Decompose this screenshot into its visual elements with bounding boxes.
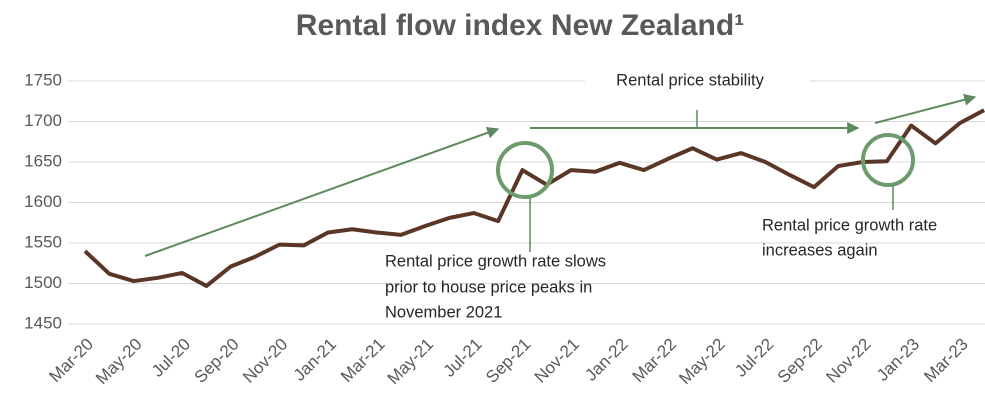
highlight-circle bbox=[861, 133, 915, 187]
x-tick-label: Mar-22 bbox=[629, 335, 681, 387]
chart-title: Rental flow index New Zealand¹ bbox=[296, 9, 744, 42]
x-tick-label: Sep-21 bbox=[482, 335, 534, 387]
x-tick-label: Mar-21 bbox=[337, 335, 389, 387]
annotation: Rental price stability bbox=[616, 71, 764, 89]
y-tick-label: 1650 bbox=[24, 151, 62, 170]
x-tick-label: Mar-20 bbox=[45, 335, 97, 387]
annotations: Rental price stability Rental price grow… bbox=[144, 68, 977, 321]
x-tick-label: Nov-20 bbox=[239, 335, 291, 387]
annotation: November 2021 bbox=[385, 303, 502, 321]
y-tick-label: 1700 bbox=[24, 111, 62, 130]
x-tick-label: Jan-22 bbox=[581, 335, 631, 385]
annotation: increases again bbox=[762, 241, 878, 259]
x-tick-label: Nov-22 bbox=[822, 335, 874, 387]
x-tick-label: Sep-22 bbox=[774, 335, 826, 387]
x-tick-label: May-22 bbox=[675, 335, 729, 389]
x-tick-label: May-20 bbox=[92, 335, 146, 389]
annotation: prior to house price peaks in bbox=[385, 278, 592, 296]
annotation: Rental price growth rate slows bbox=[385, 252, 606, 270]
x-tick-label: Mar-23 bbox=[920, 335, 972, 387]
label-bg bbox=[585, 68, 810, 94]
x-tick-label: Nov-21 bbox=[531, 335, 583, 387]
x-tick-label: Jan-21 bbox=[290, 335, 340, 385]
annotation: Rental price growth rate bbox=[762, 216, 937, 234]
y-tick-label: 1600 bbox=[24, 192, 62, 211]
y-tick-label: 1750 bbox=[24, 70, 62, 89]
x-tick-label: Jul-20 bbox=[148, 335, 194, 381]
y-tick-label: 1550 bbox=[24, 232, 62, 251]
y-tick-label: 1450 bbox=[24, 313, 62, 332]
x-tick-label: Jul-21 bbox=[440, 335, 486, 381]
y-tick-label: 1500 bbox=[24, 273, 62, 292]
x-tick-label: May-21 bbox=[384, 335, 438, 389]
line-series bbox=[83, 108, 985, 288]
arrow bbox=[874, 93, 977, 124]
x-tick-label: Jan-23 bbox=[873, 335, 923, 385]
arrow bbox=[144, 127, 500, 257]
highlight-circle bbox=[496, 141, 554, 199]
x-tick-label: Jul-22 bbox=[731, 335, 777, 381]
x-tick-label: Sep-20 bbox=[191, 335, 243, 387]
